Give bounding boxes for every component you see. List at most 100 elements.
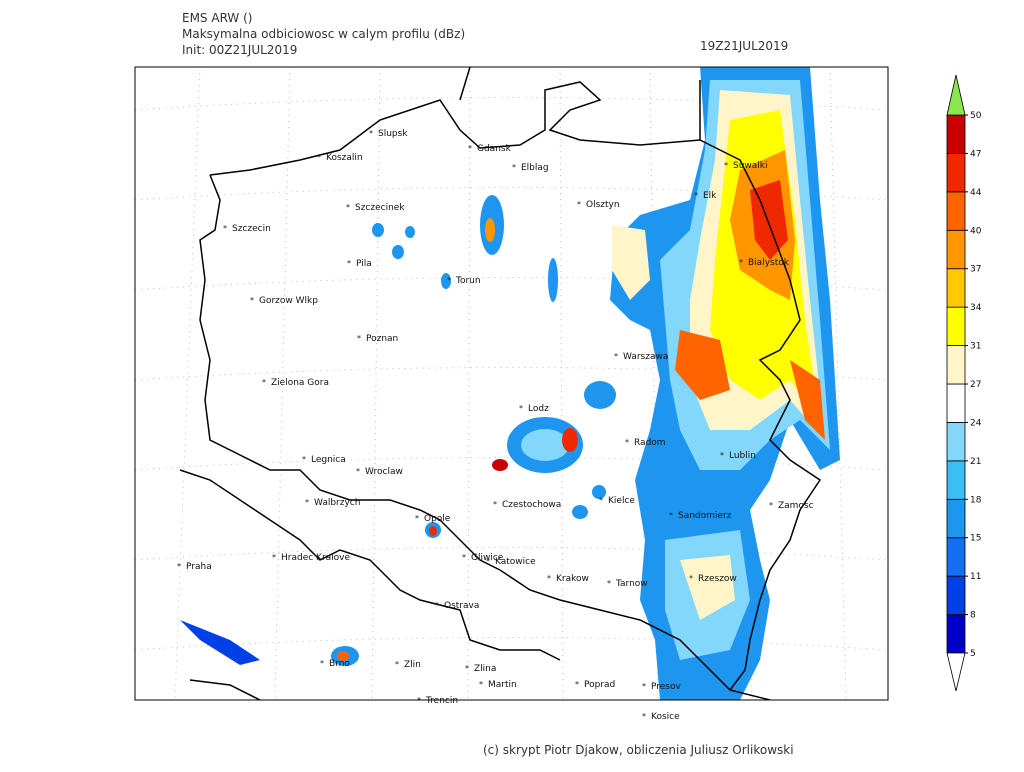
city-label: Ostrava bbox=[444, 601, 479, 611]
radar-echoes bbox=[180, 67, 840, 700]
city-marker: * bbox=[177, 562, 181, 571]
city-label: Pila bbox=[356, 259, 372, 269]
city-marker: * bbox=[435, 601, 439, 610]
colorbar-label: 40 bbox=[970, 226, 982, 236]
city-label: Martin bbox=[488, 680, 517, 690]
city-label: Bialystok bbox=[748, 258, 790, 268]
city-marker: * bbox=[223, 224, 227, 233]
colorbar-label: 21 bbox=[970, 457, 981, 467]
city-marker: * bbox=[369, 129, 373, 138]
city-label: Opole bbox=[424, 514, 451, 524]
colorbar-label: 24 bbox=[970, 418, 982, 428]
city-label: Tarnow bbox=[615, 579, 648, 589]
init-time: Init: 00Z21JUL2019 bbox=[182, 43, 297, 57]
city-label: Kielce bbox=[608, 496, 635, 506]
colorbar-swatch bbox=[946, 460, 966, 500]
valid-time: 19Z21JUL2019 bbox=[700, 39, 788, 53]
colorbar-label: 11 bbox=[970, 572, 981, 582]
city-label: Kosice bbox=[651, 712, 680, 722]
city-marker: * bbox=[347, 259, 351, 268]
city-marker: * bbox=[575, 680, 579, 689]
city-marker: * bbox=[769, 501, 773, 510]
city-labels: * Slupsk* Koszalin* Gdansk* Elblag* Szczecine… bbox=[177, 129, 814, 692]
city-marker: * bbox=[417, 696, 421, 705]
city-label: Szczecinek bbox=[355, 203, 405, 213]
colorbar-label: 15 bbox=[970, 534, 981, 544]
map-frame bbox=[134, 66, 889, 701]
city-label: Hradec Kralove bbox=[281, 553, 350, 563]
city-marker: * bbox=[607, 579, 611, 588]
city-marker: * bbox=[356, 467, 360, 476]
colorbar-under bbox=[946, 652, 966, 692]
city-label: Wroclaw bbox=[365, 467, 403, 477]
colorbar-swatch bbox=[946, 306, 966, 346]
city-label: Elk bbox=[703, 191, 717, 201]
city-label: Elblag bbox=[521, 163, 549, 173]
credit: (c) skrypt Piotr Djakow, obliczenia Juli… bbox=[483, 743, 794, 757]
city-label: Gliwice bbox=[471, 553, 504, 563]
colorbar-swatch bbox=[946, 614, 966, 654]
map-area: * Slupsk* Koszalin* Gdansk* Elblag* Szczecine… bbox=[135, 67, 888, 700]
colorbar-label: 50 bbox=[970, 111, 982, 121]
city-label: Warszawa bbox=[623, 352, 668, 362]
city-marker: * bbox=[724, 161, 728, 170]
colorbar-label: 47 bbox=[970, 149, 981, 159]
city-label: Rzeszow bbox=[698, 574, 737, 584]
city-marker: * bbox=[577, 200, 581, 209]
city-label: Czestochowa bbox=[502, 500, 561, 510]
borders bbox=[179, 67, 822, 700]
city-marker: * bbox=[642, 682, 646, 691]
city-marker: * bbox=[669, 511, 673, 520]
city-marker: * bbox=[486, 557, 490, 566]
colorbar-swatch bbox=[946, 345, 966, 385]
colorbar: 5 8 11 15 18 21 24 27 31 34 37 40 44 47 50 bbox=[946, 74, 982, 692]
model-title: EMS ARW () bbox=[182, 11, 252, 25]
colorbar-swatch bbox=[946, 498, 966, 539]
city-marker: * bbox=[317, 153, 321, 162]
city-marker: * bbox=[512, 163, 516, 172]
city-label: Zamosc bbox=[778, 501, 814, 511]
city-marker: * bbox=[519, 404, 523, 413]
city-label: Slupsk bbox=[378, 129, 408, 139]
colorbar-label: 34 bbox=[970, 303, 982, 313]
city-marker: * bbox=[493, 500, 497, 509]
city-label: Zlin bbox=[404, 660, 421, 670]
city-marker: * bbox=[250, 296, 254, 305]
colorbar-label: 37 bbox=[970, 265, 981, 275]
colorbar-label: 44 bbox=[970, 188, 982, 198]
city-marker: * bbox=[465, 664, 469, 673]
city-marker: * bbox=[305, 498, 309, 507]
city-marker: * bbox=[642, 712, 646, 721]
city-marker: * bbox=[599, 496, 603, 505]
colorbar-swatch bbox=[946, 191, 966, 231]
city-label: Lublin bbox=[729, 451, 756, 461]
city-label: Gdansk bbox=[477, 144, 512, 154]
colorbar-label: 27 bbox=[970, 380, 981, 390]
city-marker: * bbox=[694, 191, 698, 200]
city-label: Olsztyn bbox=[586, 200, 620, 210]
city-marker: * bbox=[395, 660, 399, 669]
city-marker: * bbox=[447, 276, 451, 285]
city-label: Zlina bbox=[474, 664, 496, 674]
city-label: Lodz bbox=[528, 404, 549, 414]
city-label: Krakow bbox=[556, 574, 589, 584]
city-marker: * bbox=[720, 451, 724, 460]
colorbar-swatch bbox=[946, 575, 966, 615]
city-marker: * bbox=[272, 553, 276, 562]
city-label: Brno bbox=[329, 659, 350, 669]
colorbar-swatch bbox=[946, 537, 966, 577]
colorbar-label: 5 bbox=[970, 649, 976, 659]
city-marker: * bbox=[479, 680, 483, 689]
city-marker: * bbox=[320, 659, 324, 668]
city-label: Poprad bbox=[584, 680, 615, 690]
city-label: Szczecin bbox=[232, 224, 271, 234]
city-marker: * bbox=[346, 203, 350, 212]
city-label: Poznan bbox=[366, 334, 398, 344]
colorbar-swatch bbox=[946, 268, 966, 308]
city-label: Trencin bbox=[425, 696, 458, 706]
city-marker: * bbox=[357, 334, 361, 343]
field-title: Maksymalna odbiciowosc w calym profilu (… bbox=[182, 27, 465, 41]
city-marker: * bbox=[415, 514, 419, 523]
